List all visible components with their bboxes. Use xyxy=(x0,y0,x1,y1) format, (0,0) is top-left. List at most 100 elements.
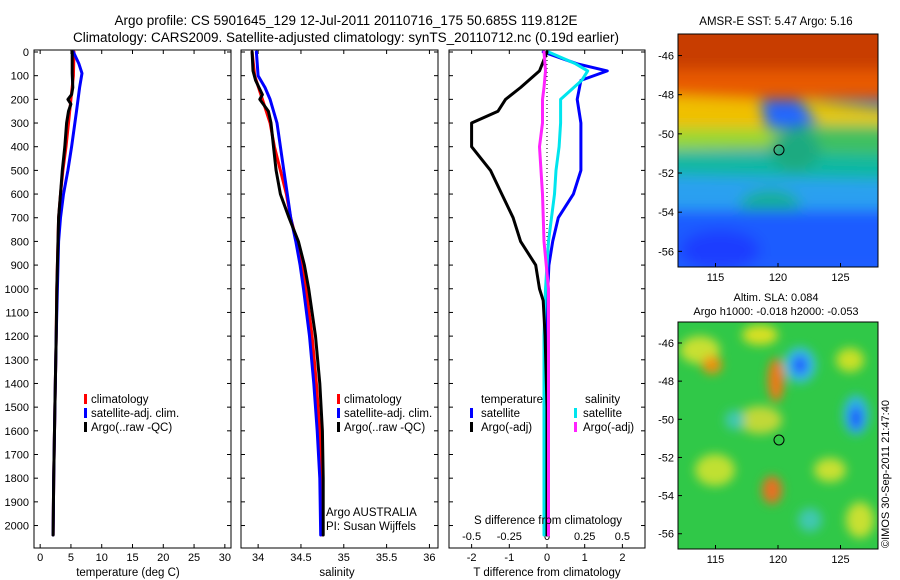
lat-tick-label: -52 xyxy=(658,168,674,180)
legend-swatch-argo xyxy=(84,422,87,432)
lat-tick-label: -56 xyxy=(658,529,674,541)
sst-map xyxy=(678,34,878,267)
x-tick-label: -2 xyxy=(467,552,477,564)
sst-band-orange xyxy=(678,70,878,100)
x-tick-label: 20 xyxy=(157,552,169,564)
lat-tick-label: -52 xyxy=(658,452,674,464)
x-tick-label: 34.5 xyxy=(290,552,311,564)
depth-tick-label: 1100 xyxy=(5,307,29,319)
sst-map-title: AMSR-E SST: 5.47 Argo: 5.16 xyxy=(699,16,852,28)
legend-label-s-argo: Argo(-adj) xyxy=(583,422,634,434)
header-line-1: Argo profile: CS 5901645_129 12-Jul-2011… xyxy=(114,13,577,28)
x-tick-label: 35.5 xyxy=(376,552,397,564)
legend-label-satellite: satellite-adj. clim. xyxy=(91,408,179,420)
legend-swatch-s-argo xyxy=(574,422,577,432)
difference-legend: temperature salinity satellite Argo(-adj… xyxy=(470,394,634,434)
lon-tick-label: 120 xyxy=(769,272,787,284)
series-line-argo-raw-qc xyxy=(51,50,75,537)
depth-tick-label: 500 xyxy=(11,165,29,177)
lat-tick-label: -50 xyxy=(658,129,674,141)
depth-tick-label: 1900 xyxy=(5,497,29,509)
legend-label-t-satellite: satellite xyxy=(481,408,520,420)
depth-tick-label: 700 xyxy=(11,213,29,225)
sst-band-dark-red xyxy=(678,34,878,75)
sla-map xyxy=(678,322,878,549)
difference-chart: -2 -1 0 1 2 -0.5 -0.25 0 0.25 0.5 xyxy=(449,50,645,564)
legend-label-climatology: climatology xyxy=(344,394,402,406)
sla-yellow-patch-7 xyxy=(846,502,874,538)
legend-heading-temperature: temperature xyxy=(481,394,543,406)
series-line-salinity-satellite xyxy=(542,50,590,537)
s-diff-tick-label: 0 xyxy=(544,531,550,543)
x-tick-label: 5 xyxy=(68,552,74,564)
lon-tick-label: 115 xyxy=(707,554,725,566)
depth-tick-label: 1600 xyxy=(5,426,29,438)
sla-yellow-patch-2 xyxy=(742,325,778,345)
temperature-panel-frame xyxy=(33,49,232,549)
credit-label: ©IMOS 30-Sep-2011 21:47:40 xyxy=(880,400,892,548)
depth-tick-label: 400 xyxy=(11,142,29,154)
lon-tick-label: 125 xyxy=(831,272,849,284)
depth-axis: 0 100 200 300 400 500 600 700 800 900 1000 1100 1200… xyxy=(5,47,29,533)
legend-heading-salinity: salinity xyxy=(585,394,620,406)
sst-warm-patch xyxy=(770,128,820,172)
sla-argo-location-marker xyxy=(773,434,785,446)
series-line-argo-raw-qc xyxy=(250,50,325,537)
salinity-panel-frame xyxy=(240,49,439,549)
depth-tick-label: 200 xyxy=(11,94,29,106)
legend-label-climatology: climatology xyxy=(91,394,149,406)
x-tick-label: 35 xyxy=(338,552,350,564)
float-country: Argo AUSTRALIA xyxy=(326,507,417,519)
legend-swatch-satellite xyxy=(337,408,340,418)
lat-tick-label: -48 xyxy=(658,376,674,388)
t-difference-axis-label: T difference from climatology xyxy=(473,567,620,579)
sla-map-axes: 115 120 125 -46 -48 -50 -52 -54 -56 xyxy=(658,338,850,566)
legend-label-s-satellite: satellite xyxy=(583,408,622,420)
lon-tick-label: 115 xyxy=(707,272,725,284)
sla-blue-patch-2 xyxy=(850,406,862,430)
x-tick-label: 30 xyxy=(219,552,231,564)
sst-band-yellow-right xyxy=(800,100,878,130)
s-difference-axis-label: S difference from climatology xyxy=(474,515,622,527)
depth-tick-label: 1200 xyxy=(5,331,29,343)
sla-field xyxy=(680,325,874,538)
lon-tick-label: 120 xyxy=(769,554,787,566)
sst-argo-location-marker xyxy=(773,144,785,156)
lat-tick-label: -48 xyxy=(658,90,674,102)
legend-swatch-climatology xyxy=(84,394,87,404)
series-line-salinity-argo-adj xyxy=(538,50,550,537)
sla-blue-patch-1 xyxy=(792,355,808,375)
temperature-legend: climatology satellite-adj. clim. Argo(..… xyxy=(84,394,179,434)
legend-label-argo: Argo(..raw -QC) xyxy=(91,422,172,434)
legend-swatch-t-argo xyxy=(470,422,473,432)
s-diff-tick-label: -0.5 xyxy=(462,531,481,543)
sst-field xyxy=(678,34,878,267)
lat-tick-label: -54 xyxy=(658,491,674,503)
header-line-2: Climatology: CARS2009. Satellite-adjuste… xyxy=(73,30,619,45)
depth-tick-label: 1500 xyxy=(5,402,29,414)
x-tick-label: -1 xyxy=(504,552,514,564)
legend-swatch-t-satellite xyxy=(470,408,473,418)
temperature-axis-label: temperature (deg C) xyxy=(76,567,180,579)
legend-label-argo: Argo(..raw -QC) xyxy=(344,422,425,434)
legend-label-satellite: satellite-adj. clim. xyxy=(344,408,432,420)
sla-orange-patch-2 xyxy=(768,358,784,402)
sla-cyan-patch-3 xyxy=(725,410,745,430)
sla-yellow-patch-4 xyxy=(836,348,864,372)
depth-tick-label: 900 xyxy=(11,260,29,272)
legend-swatch-satellite xyxy=(84,408,87,418)
depth-tick-label: 300 xyxy=(11,118,29,130)
lat-tick-label: -50 xyxy=(658,414,674,426)
sst-band-teal xyxy=(678,150,878,185)
lon-tick-label: 125 xyxy=(831,554,849,566)
series-line-temperature-argo-adj xyxy=(470,50,549,537)
x-tick-label: 0 xyxy=(37,552,43,564)
series-line-satellite-adj-clim xyxy=(254,50,323,537)
depth-tick-label: 1000 xyxy=(5,284,29,296)
depth-tick-label: 1300 xyxy=(5,355,29,367)
salinity-legend: climatology satellite-adj. clim. Argo(..… xyxy=(337,394,432,434)
depth-tick-label: 0 xyxy=(23,47,29,59)
sst-cold-patch xyxy=(680,230,760,267)
lat-tick-label: -46 xyxy=(658,51,674,63)
